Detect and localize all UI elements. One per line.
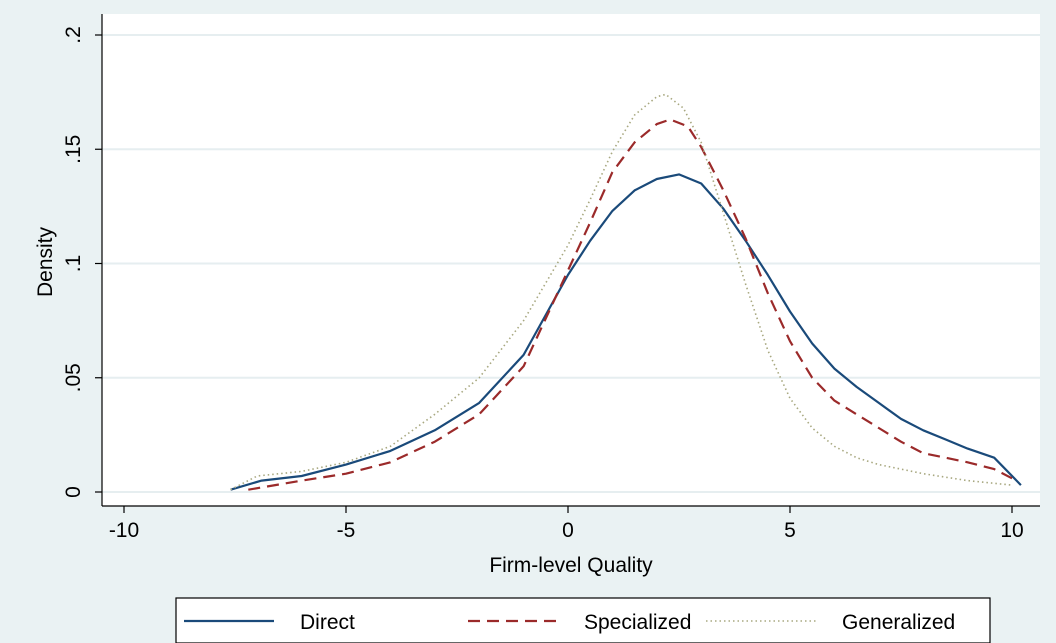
series-line-direct [230, 173, 1022, 491]
y-tick-label: .15 [62, 135, 85, 164]
y-axis-label: Density [34, 226, 57, 297]
y-tick-label: .2 [62, 26, 85, 44]
x-tick-label: 10 [1000, 519, 1023, 542]
y-tick-label: .05 [62, 363, 85, 392]
legend-label-direct: Direct [300, 611, 355, 634]
y-tick-label: .1 [62, 255, 85, 273]
axes [101, 14, 1040, 507]
legend-label-specialized: Specialized [584, 611, 691, 634]
x-axis-label: Firm-level Quality [489, 554, 653, 577]
legend: Direct Specialized Generalized [175, 597, 991, 643]
x-tick-label: 5 [784, 519, 796, 542]
series-lines [230, 93, 1022, 491]
x-tick-label: 0 [562, 519, 574, 542]
series-line-generalized [230, 93, 1013, 491]
plot-region-background [102, 14, 1040, 506]
legend-box [175, 597, 991, 643]
series-line-specialized [248, 118, 1013, 491]
y-tick-label: 0 [62, 486, 85, 498]
x-tick-label: -5 [337, 519, 356, 542]
x-tick-label: -10 [109, 519, 139, 542]
ticks: 0 .05 .1 .15 .2 -10 -5 0 5 10 [62, 26, 1024, 542]
legend-label-generalized: Generalized [842, 611, 955, 634]
